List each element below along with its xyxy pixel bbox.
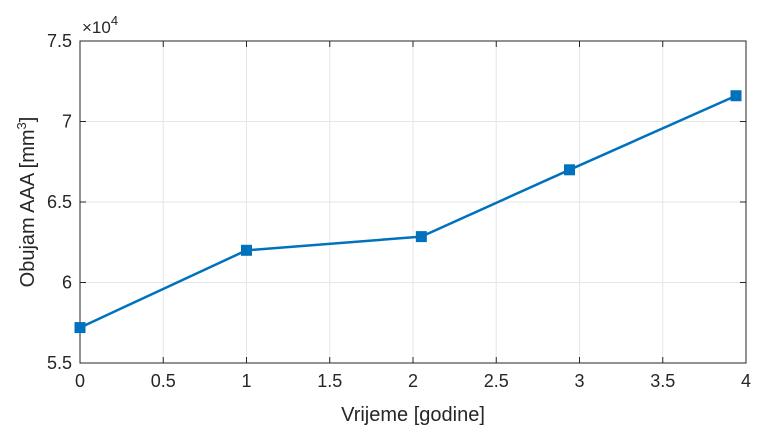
data-point-marker bbox=[564, 164, 576, 176]
x-axis-title: Vrijeme [godine] bbox=[341, 404, 485, 426]
data-point-marker bbox=[74, 322, 86, 334]
x-tick-label: 0.5 bbox=[151, 371, 176, 391]
y-axis-multiplier: ×104 bbox=[82, 13, 118, 37]
x-tick-label: 0 bbox=[75, 371, 85, 391]
series bbox=[74, 90, 742, 334]
axes bbox=[79, 40, 747, 364]
grid bbox=[79, 40, 747, 364]
y-axis-title: Obujam AAA [mm3] bbox=[14, 117, 39, 288]
x-tick-label: 1.5 bbox=[317, 371, 342, 391]
y-tick-label: 5.5 bbox=[47, 353, 72, 373]
y-axis-title-end: ] bbox=[17, 117, 39, 123]
y-tick-label: 7.5 bbox=[47, 31, 72, 51]
x-tick-label: 2 bbox=[408, 371, 418, 391]
y-axis-title-main: Obujam AAA [mm bbox=[17, 129, 39, 287]
x-tick-label: 1 bbox=[241, 371, 251, 391]
x-tick-label: 2.5 bbox=[484, 371, 509, 391]
y-tick-label: 6.5 bbox=[47, 192, 72, 212]
labels: Vrijeme [godine] Obujam AAA [mm3] ×104 0… bbox=[14, 13, 751, 426]
x-tick-label: 4 bbox=[741, 371, 751, 391]
y-tick-label: 6 bbox=[62, 273, 72, 293]
x-tick-label: 3 bbox=[574, 371, 584, 391]
data-point-marker bbox=[241, 244, 252, 256]
data-point-marker bbox=[415, 231, 427, 243]
y-axis-multiplier-base: ×10 bbox=[82, 18, 111, 37]
x-tick-label: 3.5 bbox=[650, 371, 675, 391]
data-point-marker bbox=[730, 90, 742, 102]
y-axis-multiplier-exponent: 4 bbox=[111, 13, 118, 28]
y-tick-label: 7 bbox=[62, 112, 72, 132]
series-line bbox=[79, 94, 737, 329]
y-axis-title-superscript: 3 bbox=[14, 122, 29, 129]
